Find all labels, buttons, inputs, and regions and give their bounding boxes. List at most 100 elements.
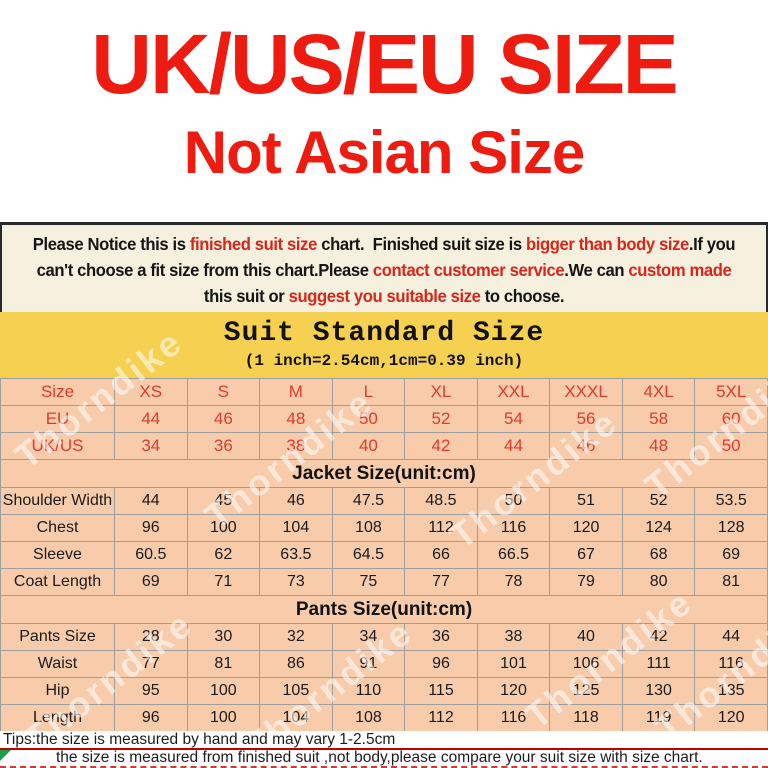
table-cell: 105 [259, 677, 333, 705]
table-row: Waist 77 81 86 91 96 101 106 111 116 [0, 650, 768, 678]
table-cell: 73 [259, 568, 333, 596]
table-cell: 116 [694, 650, 768, 678]
table-cell: 69 [694, 541, 768, 569]
table-title-band: Suit Standard Size (1 inch=2.54cm,1cm=0.… [0, 312, 768, 378]
table-row: Length 96 100 104 108 112 116 118 119 120 [0, 704, 768, 732]
table-cell: 81 [694, 568, 768, 596]
table-cell: 128 [694, 514, 768, 542]
table-cell: 4XL [621, 378, 696, 406]
table-cell: 45 [186, 487, 261, 515]
row-label: UK/US [0, 432, 115, 460]
notice-highlight: suggest you suitable size [288, 286, 481, 306]
row-label: Sleeve [0, 541, 115, 569]
table-cell: 36 [404, 623, 478, 651]
table-cell: 38 [259, 432, 333, 460]
table-cell: 44 [114, 405, 188, 433]
table-cell: 46 [259, 487, 333, 515]
table-cell: 120 [476, 677, 551, 705]
table-cell: 34 [331, 623, 406, 651]
table-cell: 91 [331, 650, 406, 678]
table-cell: 68 [621, 541, 696, 569]
notice-text: chart. Finished suit size is [316, 234, 526, 254]
table-cell: XL [404, 378, 478, 406]
table-cell: 38 [476, 623, 551, 651]
row-label: Length [0, 704, 115, 732]
table-row: Coat Length 69 71 73 75 77 78 79 80 81 [0, 568, 768, 596]
table-cell: 62 [186, 541, 261, 569]
table-cell: 44 [694, 623, 768, 651]
notice-highlight: bigger than body size [525, 234, 689, 254]
row-label: Shoulder Width [0, 487, 115, 515]
row-label: Chest [0, 514, 115, 542]
table-cell: 135 [694, 677, 768, 705]
table-cell: 66.5 [476, 541, 551, 569]
table-cell: 116 [476, 704, 551, 732]
table-cell: 115 [404, 677, 478, 705]
table-cell: 36 [186, 432, 261, 460]
table-cell: 5XL [694, 378, 768, 406]
table-cell: 75 [331, 568, 406, 596]
table-row: Pants Size(unit:cm) [0, 595, 768, 624]
table-cell: 124 [621, 514, 696, 542]
table-cell: 50 [331, 405, 406, 433]
table-cell: 112 [404, 514, 478, 542]
table-cell: 96 [114, 514, 188, 542]
table-cell: 110 [331, 677, 406, 705]
table-cell: 46 [549, 432, 623, 460]
size-table-body: Size XS S M L XL XXL XXXL 4XL 5XL EU 44 46 48 50 52 54 56… [0, 378, 768, 732]
table-cell: 80 [621, 568, 696, 596]
table-cell: 48 [621, 432, 696, 460]
table-cell: 100 [186, 514, 261, 542]
notice-text: .If you [688, 234, 736, 254]
table-cell: 96 [114, 704, 188, 732]
table-cell: 48 [259, 405, 333, 433]
table-cell: 60 [694, 405, 768, 433]
table-cell: 116 [476, 514, 551, 542]
row-label: Waist [0, 650, 115, 678]
table-cell: 52 [621, 487, 696, 515]
table-cell: 81 [186, 650, 261, 678]
notice-text: can't choose a fit size from this chart.… [36, 260, 373, 280]
table-row: Size XS S M L XL XXL XXXL 4XL 5XL [0, 378, 768, 406]
notice-line: Please Notice this is finished suit size… [21, 231, 747, 257]
table-cell: 100 [186, 704, 261, 732]
table-cell: 95 [114, 677, 188, 705]
notice-text: Please Notice this is [32, 234, 190, 254]
row-label: Size [0, 378, 115, 406]
table-cell: 64.5 [331, 541, 406, 569]
notice-line: can't choose a fit size from this chart.… [21, 257, 747, 283]
table-unit-conversion: (1 inch=2.54cm,1cm=0.39 inch) [244, 352, 524, 370]
table-row: Sleeve 60.5 62 63.5 64.5 66 66.5 67 68 69 [0, 541, 768, 569]
table-cell: 101 [476, 650, 551, 678]
table-cell: 58 [621, 405, 696, 433]
table-cell: 50 [694, 432, 768, 460]
table-cell: 42 [404, 432, 478, 460]
notice-highlight: contact customer service [372, 260, 565, 280]
table-cell: 86 [259, 650, 333, 678]
table-cell: 51 [549, 487, 623, 515]
table-cell: 119 [621, 704, 696, 732]
page-title: UK/US/EU SIZE [91, 17, 678, 111]
table-row: Pants Size 28 30 32 34 36 38 40 42 44 [0, 623, 768, 651]
row-label: Coat Length [0, 568, 115, 596]
table-cell: 67 [549, 541, 623, 569]
notice-text: .We can [564, 260, 629, 280]
size-table: Size XS S M L XL XXL XXXL 4XL 5XL EU 44 46 48 50 52 54 56… [0, 378, 768, 732]
tips-section: Tips:the size is measured by hand and ma… [0, 731, 768, 768]
excel-corner-marker-icon [0, 750, 11, 761]
table-cell: 108 [331, 514, 406, 542]
table-cell: 30 [186, 623, 261, 651]
table-cell: XS [114, 378, 188, 406]
table-cell: 47.5 [331, 487, 406, 515]
table-cell: 46 [186, 405, 261, 433]
table-cell: 77 [114, 650, 188, 678]
table-cell: 28 [114, 623, 188, 651]
section-header: Pants Size(unit:cm) [0, 595, 768, 624]
table-cell: 125 [549, 677, 623, 705]
table-cell: 48.5 [404, 487, 478, 515]
table-row: UK/US 34 36 38 40 42 44 46 48 50 [0, 432, 768, 460]
notice-line: this suit or suggest you suitable size t… [21, 283, 747, 309]
row-label: Hip [0, 677, 115, 705]
table-cell: 40 [549, 623, 623, 651]
